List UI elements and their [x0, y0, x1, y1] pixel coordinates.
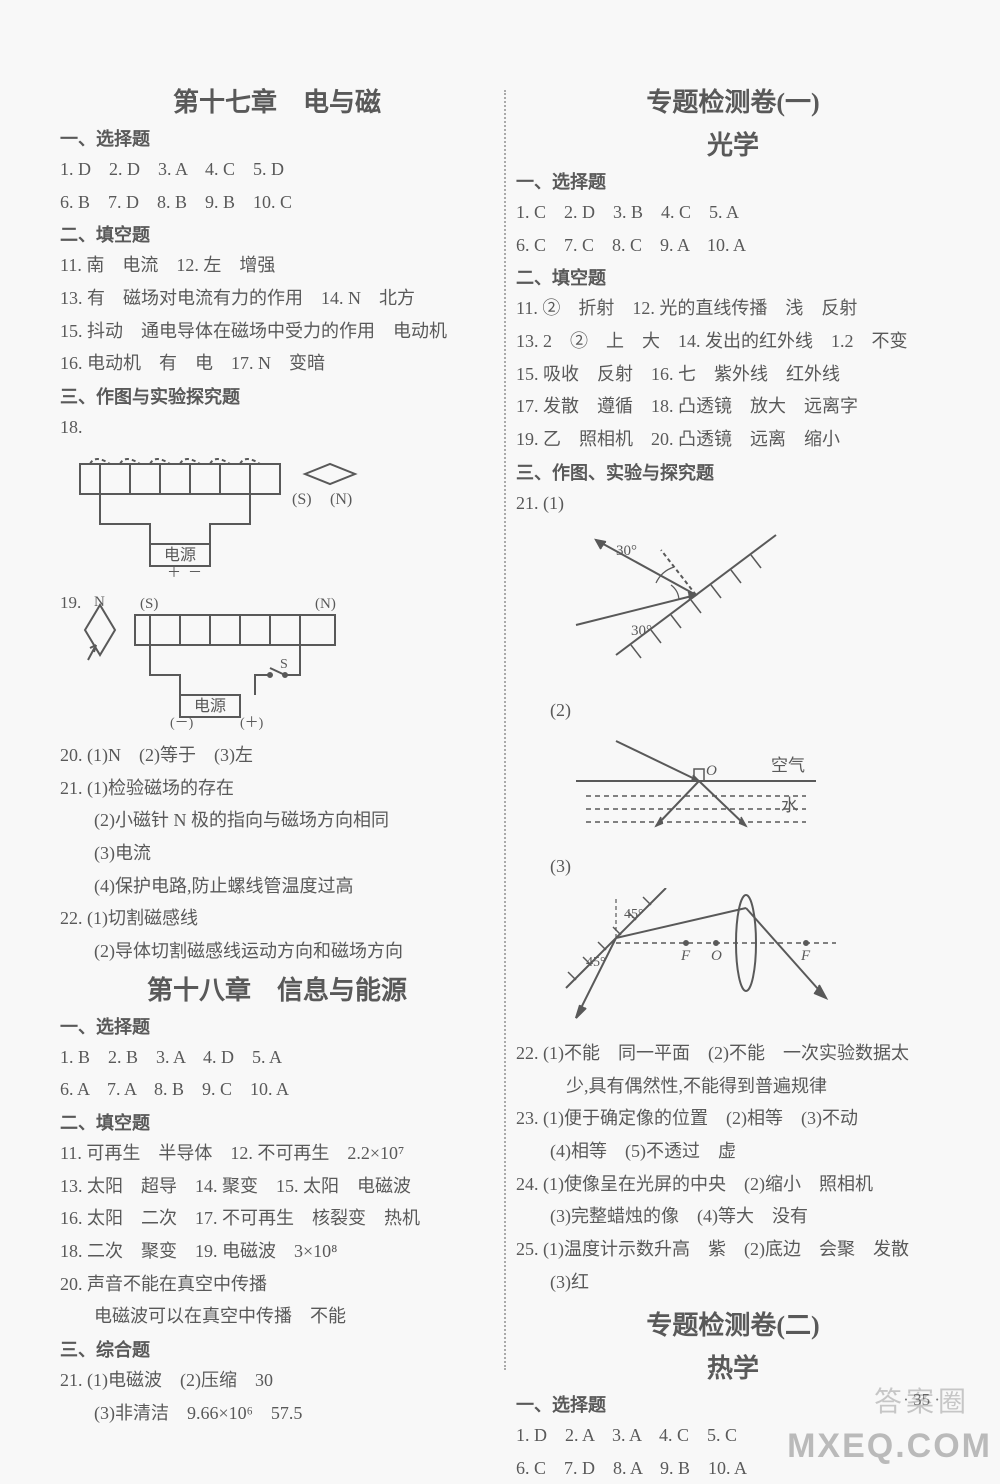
t1-q21-2: (2): [516, 696, 950, 726]
d1-30a: 30°: [616, 543, 637, 559]
ch18-sec3-h: 三、综合题: [60, 1336, 494, 1362]
q18-s: (S): [292, 491, 312, 508]
ch18-q21-1: 21. (1)电磁波 (2)压缩 30: [60, 1366, 494, 1396]
t1-q23-1: 23. (1)便于确定像的位置 (2)相等 (3)不动: [516, 1104, 950, 1134]
t1-sec2-l5: 19. 乙 照相机 20. 凸透镜 远离 缩小: [516, 425, 950, 455]
t1-sec2-h: 二、填空题: [516, 264, 950, 290]
t1-sec2-l2: 13. 2 ② 上 大 14. 发出的红外线 1.2 不变: [516, 327, 950, 357]
ch18-sec1-h: 一、选择题: [60, 1013, 494, 1039]
t1-q21: 21. (1): [516, 489, 950, 519]
t1-q25-2: (3)红: [516, 1268, 950, 1298]
ch18-sec2-l4: 18. 二次 聚变 19. 电磁波 3×10⁸: [60, 1237, 494, 1267]
q19-nmark: N: [94, 594, 105, 610]
d3-f1: F: [680, 948, 691, 964]
d3-45b: 45°: [586, 955, 606, 970]
ch18-sec2-l6: 电磁波可以在真空中传播 不能: [60, 1302, 494, 1332]
ch17-sec2-l4: 16. 电动机 有 电 17. N 变暗: [60, 349, 494, 379]
page-number: · 35 ·: [903, 1390, 940, 1410]
q19-diagram: 19. N (S) (N) S: [60, 590, 494, 735]
ch17-sec1-h: 一、选择题: [60, 125, 494, 151]
ch18-sec2-l2: 13. 太阳 超导 14. 聚变 15. 太阳 电磁波: [60, 1172, 494, 1202]
q18-diagram: (S) (N) 电源 ＋ －: [60, 449, 494, 584]
t1-d3-diagram: 45° 45° F O F: [516, 888, 950, 1033]
ch18-sec2-l5: 20. 声音不能在真空中传播: [60, 1270, 494, 1300]
d1-30b: 30°: [631, 623, 652, 639]
q19-src: 电源: [194, 697, 226, 715]
q19-n: (N): [315, 596, 336, 612]
ch18-q21-2: (3)非清洁 9.66×10⁶ 57.5: [60, 1399, 494, 1429]
d2-water: 水: [781, 796, 798, 815]
q21-1: 21. (1)检验磁场的存在: [60, 774, 494, 804]
ch18-sec1-l1: 1. B 2. B 3. A 4. D 5. A: [60, 1043, 494, 1073]
q18-n: (N): [330, 491, 352, 508]
t2-title2: 热学: [516, 1348, 950, 1385]
left-column: 第十七章 电与磁 一、选择题 1. D 2. D 3. A 4. C 5. D …: [50, 80, 504, 1420]
q21-3: (3)电流: [60, 839, 494, 869]
t1-d2-diagram: O 空气 水: [516, 731, 950, 846]
q22-1: 22. (1)切割磁感线: [60, 904, 494, 934]
ch17-sec3-h: 三、作图与实验探究题: [60, 383, 494, 409]
t1-sec3-h: 三、作图、实验与探究题: [516, 459, 950, 485]
t2-sec1-l2: 6. C 7. D 8. A 9. B 10. A: [516, 1454, 950, 1484]
t1-sec1-h: 一、选择题: [516, 168, 950, 194]
t1-sec1-l2: 6. C 7. C 8. C 9. A 10. A: [516, 231, 950, 261]
t2-sec1-l1: 1. D 2. A 3. A 4. C 5. C: [516, 1421, 950, 1451]
q19-smark: S: [280, 657, 288, 672]
q19-label: 19.: [60, 593, 81, 612]
ch18-sec2-l3: 16. 太阳 二次 17. 不可再生 核裂变 热机: [60, 1204, 494, 1234]
ch18-sec2-l1: 11. 可再生 半导体 12. 不可再生 2.2×10⁷: [60, 1139, 494, 1169]
t2-sec1-h: 一、选择题: [516, 1391, 950, 1417]
t1-q21-3: (3): [516, 852, 950, 882]
q22-2: (2)导体切割磁感线运动方向和磁场方向: [60, 937, 494, 967]
t1-sec2-l3: 15. 吸收 反射 16. 七 紫外线 红外线: [516, 360, 950, 390]
t1-sec1-l1: 1. C 2. D 3. B 4. C 5. A: [516, 198, 950, 228]
t1-d1-diagram: 30° 30°: [516, 525, 950, 690]
d3-45a: 45°: [624, 907, 644, 922]
ch17-title: 第十七章 电与磁: [60, 82, 494, 119]
ch17-sec1-l2: 6. B 7. D 8. B 9. B 10. C: [60, 188, 494, 218]
q19-neg: (－): [170, 716, 194, 730]
t1-q24-2: (3)完整蜡烛的像 (4)等大 没有: [516, 1202, 950, 1232]
ch18-sec2-h: 二、填空题: [60, 1109, 494, 1135]
svg-text:－: －: [188, 566, 202, 579]
page: 第十七章 电与磁 一、选择题 1. D 2. D 3. A 4. C 5. D …: [0, 0, 1000, 1470]
t1-title1: 专题检测卷(一): [516, 82, 950, 119]
q21-2: (2)小磁针 N 极的指向与磁场方向相同: [60, 806, 494, 836]
right-column: 专题检测卷(一) 光学 一、选择题 1. C 2. D 3. B 4. C 5.…: [506, 80, 960, 1420]
q18-label: 18.: [60, 413, 494, 443]
d2-o: O: [706, 763, 717, 779]
d2-air: 空气: [771, 756, 805, 775]
ch17-sec2-l3: 15. 抖动 通电导体在磁场中受力的作用 电动机: [60, 317, 494, 347]
t1-q25-1: 25. (1)温度计示数升高 紫 (2)底边 会聚 发散: [516, 1235, 950, 1265]
d3-f2: F: [800, 948, 811, 964]
q19-s: (S): [140, 596, 158, 612]
t1-q24-1: 24. (1)使像呈在光屏的中央 (2)缩小 照相机: [516, 1170, 950, 1200]
d3-o: O: [711, 948, 722, 964]
ch17-sec2-l2: 13. 有 磁场对电流有力的作用 14. N 北方: [60, 284, 494, 314]
t2-title1: 专题检测卷(二): [516, 1305, 950, 1342]
t1-q23-2: (4)相等 (5)不透过 虚: [516, 1137, 950, 1167]
q19-pos: (＋): [240, 716, 264, 730]
ch17-sec1-l1: 1. D 2. D 3. A 4. C 5. D: [60, 155, 494, 185]
ch18-sec1-l2: 6. A 7. A 8. B 9. C 10. A: [60, 1075, 494, 1105]
q20: 20. (1)N (2)等于 (3)左: [60, 741, 494, 771]
ch18-title: 第十八章 信息与能源: [60, 970, 494, 1007]
t1-q22-1: 22. (1)不能 同一平面 (2)不能 一次实验数据太: [516, 1039, 950, 1069]
ch17-sec2-l1: 11. 南 电流 12. 左 增强: [60, 251, 494, 281]
ch17-sec2-h: 二、填空题: [60, 221, 494, 247]
t1-sec2-l1: 11. ② 折射 12. 光的直线传播 浅 反射: [516, 294, 950, 324]
t1-sec2-l4: 17. 发散 遵循 18. 凸透镜 放大 远离字: [516, 392, 950, 422]
q18-src: 电源: [164, 546, 196, 564]
t1-q22-2: 少,具有偶然性,不能得到普遍规律: [516, 1072, 950, 1102]
q21-4: (4)保护电路,防止螺线管温度过高: [60, 872, 494, 902]
t1-title2: 光学: [516, 125, 950, 162]
svg-text:＋: ＋: [167, 566, 181, 579]
